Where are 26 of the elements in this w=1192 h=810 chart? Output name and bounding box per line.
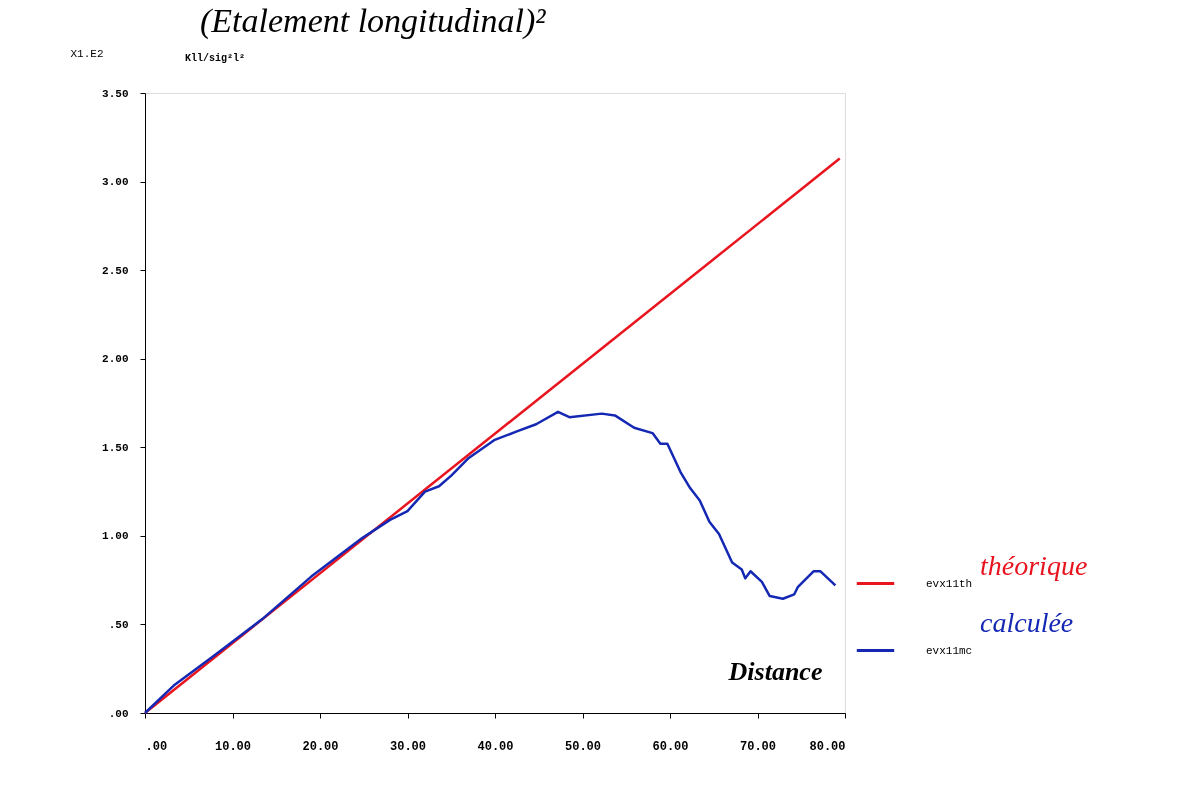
- y-tick-label: 2.50: [102, 264, 129, 277]
- x-tick-label: 70.00: [739, 739, 777, 754]
- text: théorique: [980, 550, 1088, 581]
- text: Kll/sig²l²: [185, 53, 246, 64]
- y-axis-title: X1.E2: [70, 47, 104, 60]
- x-tick-label: 40.00: [477, 739, 514, 754]
- x-tick-label: 80.00: [809, 739, 846, 754]
- y-tick-label: .00: [108, 707, 129, 720]
- text: evx11th: [926, 577, 973, 590]
- text: calculée: [980, 607, 1074, 638]
- y-tick-label: 1.50: [102, 441, 129, 454]
- y-tick-label: 2.00: [102, 353, 129, 366]
- x-tick-label: 50.00: [564, 739, 602, 754]
- x-tick-label: 60.00: [652, 739, 689, 754]
- y-tick-label: 3.50: [102, 87, 129, 100]
- x-tick-label: 10.00: [214, 739, 252, 754]
- y-tick-label: 3.00: [102, 176, 129, 189]
- text: evx11mc: [926, 644, 973, 657]
- line-series: [143, 410, 837, 715]
- y-tick-label: 1.00: [102, 530, 129, 543]
- x-tick-label: 20.00: [302, 739, 339, 754]
- y-tick-label: .50: [108, 618, 129, 631]
- x-tick-label: 30.00: [389, 739, 427, 754]
- chart-title: (Etalement longitudinal)²: [200, 2, 547, 40]
- x-axis-title: Distance: [727, 656, 823, 686]
- x-tick-label: .00: [145, 739, 168, 754]
